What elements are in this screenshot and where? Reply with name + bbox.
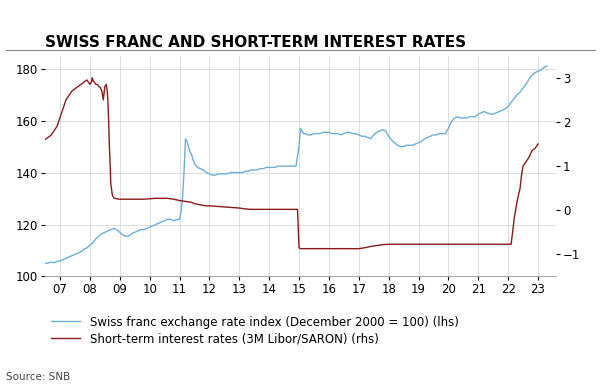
Short-term interest rates (3M Libor/SARON) (rhs)	[63, 98, 70, 102]
Swiss franc exchange rate index (December 2000 = 100) (lhs)	[200, 168, 207, 172]
Short-term interest rates (3M Libor/SARON) (rhs)	[84, 78, 91, 82]
Swiss franc exchange rate index (December 2000 = 100) (lhs)	[41, 261, 49, 266]
Swiss franc exchange rate index (December 2000 = 100) (lhs)	[128, 231, 135, 236]
Swiss franc exchange rate index (December 2000 = 100) (lhs)	[87, 243, 94, 248]
Short-term interest rates (3M Libor/SARON) (rhs)	[534, 142, 542, 146]
Swiss franc exchange rate index (December 2000 = 100) (lhs)	[507, 100, 514, 105]
Swiss franc exchange rate index (December 2000 = 100) (lhs)	[316, 131, 323, 136]
Line: Swiss franc exchange rate index (December 2000 = 100) (lhs): Swiss franc exchange rate index (Decembe…	[45, 66, 547, 263]
Swiss franc exchange rate index (December 2000 = 100) (lhs)	[66, 255, 73, 259]
Text: SWISS FRANC AND SHORT-TERM INTEREST RATES: SWISS FRANC AND SHORT-TERM INTEREST RATE…	[45, 35, 466, 50]
Line: Short-term interest rates (3M Libor/SARON) (rhs): Short-term interest rates (3M Libor/SARO…	[45, 78, 538, 249]
Short-term interest rates (3M Libor/SARON) (rhs)	[78, 82, 85, 87]
Short-term interest rates (3M Libor/SARON) (rhs)	[89, 75, 96, 80]
Swiss franc exchange rate index (December 2000 = 100) (lhs)	[543, 64, 551, 68]
Legend: Swiss franc exchange rate index (December 2000 = 100) (lhs), Short-term interest: Swiss franc exchange rate index (Decembe…	[51, 316, 459, 345]
Short-term interest rates (3M Libor/SARON) (rhs)	[41, 137, 49, 142]
Short-term interest rates (3M Libor/SARON) (rhs)	[206, 204, 213, 208]
Short-term interest rates (3M Libor/SARON) (rhs)	[463, 242, 470, 247]
Text: Source: SNB: Source: SNB	[6, 372, 70, 382]
Short-term interest rates (3M Libor/SARON) (rhs)	[297, 247, 304, 251]
Short-term interest rates (3M Libor/SARON) (rhs)	[112, 196, 119, 200]
